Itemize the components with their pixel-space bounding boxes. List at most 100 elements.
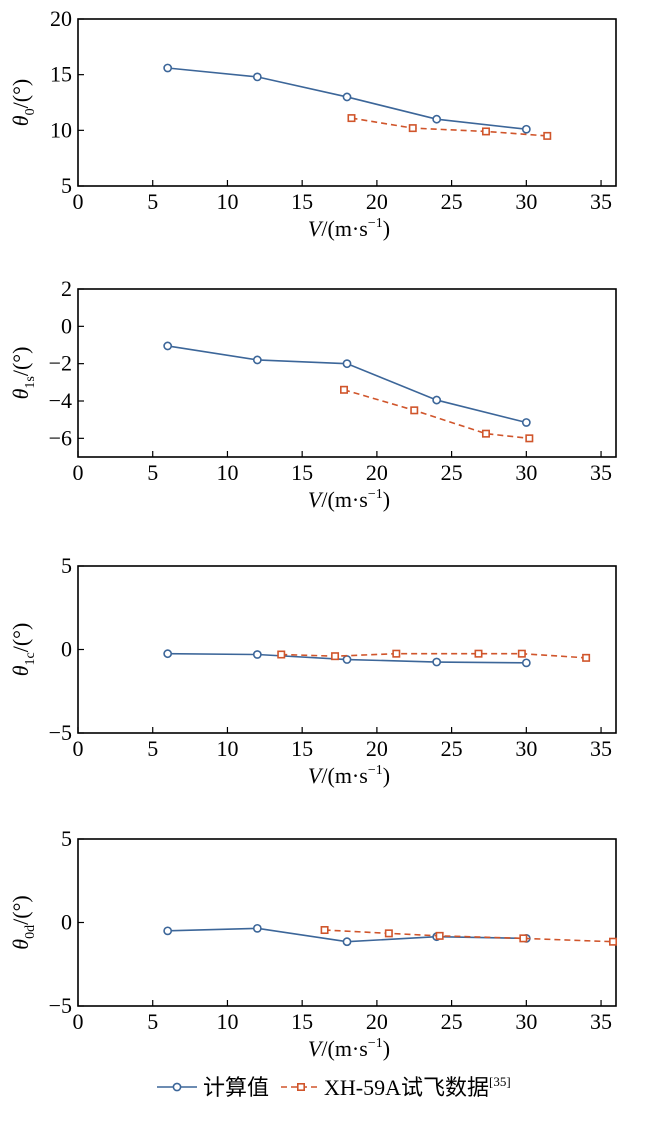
legend-calc-label: 计算值: [203, 1075, 269, 1100]
data-point-flight: [277, 650, 286, 659]
x-tick-label: 10: [216, 189, 238, 214]
x-tick-label: 20: [366, 736, 388, 761]
x-tick-label: 10: [216, 1009, 238, 1034]
data-point-calc: [432, 114, 442, 124]
legend-calc-marker: [172, 1082, 182, 1092]
data-point-calc: [342, 359, 352, 369]
x-axis-label: V/(m·s−1): [308, 1036, 390, 1061]
data-point-calc: [521, 124, 531, 134]
y-tick-label: 0: [61, 910, 72, 935]
series-line-calc: [167, 345, 527, 424]
series-calc: [163, 923, 531, 947]
legend: 计算值 XH-59A试飞数据[35]: [157, 1074, 511, 1100]
y-tick-label: 0: [61, 637, 72, 662]
data-point-calc: [342, 92, 352, 102]
x-tick-label: 0: [73, 1009, 84, 1034]
y-axis-label: θ1s/(°): [8, 347, 38, 400]
x-tick-label: 30: [515, 736, 537, 761]
y-tick-label: −2: [49, 351, 72, 376]
data-point-flight: [543, 131, 552, 140]
data-point-calc: [432, 395, 442, 405]
data-point-flight: [582, 653, 591, 662]
series-calc: [163, 341, 531, 427]
series-calc: [163, 63, 531, 134]
y-axis-label: θ0/(°): [8, 79, 38, 126]
x-tick-label: 25: [441, 460, 463, 485]
series-calc: [163, 649, 531, 668]
y-tick-label: 0: [61, 313, 72, 338]
x-tick-label: 10: [216, 460, 238, 485]
y-tick-label: −6: [49, 425, 72, 450]
x-tick-label: 35: [590, 460, 612, 485]
x-tick-label: 25: [441, 736, 463, 761]
x-tick-label: 30: [515, 189, 537, 214]
data-point-calc: [252, 923, 262, 933]
data-point-calc: [252, 355, 262, 365]
y-tick-label: 5: [61, 173, 72, 198]
data-point-flight: [609, 937, 618, 946]
x-tick-label: 35: [590, 189, 612, 214]
x-tick-label: 30: [515, 1009, 537, 1034]
y-tick-label: −5: [49, 993, 72, 1018]
x-tick-label: 0: [73, 460, 84, 485]
y-tick-label: 10: [50, 117, 72, 142]
x-tick-label: 35: [590, 1009, 612, 1034]
legend-flight-label: XH-59A试飞数据[35]: [324, 1074, 511, 1100]
y-tick-label: 2: [61, 276, 72, 301]
y-tick-label: 15: [50, 62, 72, 87]
y-tick-label: 20: [50, 6, 72, 31]
x-axis-label: V/(m·s−1): [308, 216, 390, 241]
data-point-calc: [163, 63, 173, 73]
x-tick-label: 15: [291, 736, 313, 761]
x-tick-label: 35: [590, 736, 612, 761]
data-point-flight: [525, 434, 534, 443]
y-tick-label: −5: [49, 720, 72, 745]
data-point-flight: [384, 929, 393, 938]
x-tick-label: 10: [216, 736, 238, 761]
x-tick-label: 15: [291, 460, 313, 485]
series-flight: [340, 385, 534, 443]
plot-frame: [77, 18, 617, 187]
data-point-calc: [432, 657, 442, 667]
data-point-flight: [340, 385, 349, 394]
x-tick-label: 5: [147, 736, 158, 761]
x-tick-label: 25: [441, 1009, 463, 1034]
x-tick-label: 0: [73, 189, 84, 214]
x-tick-label: 20: [366, 1009, 388, 1034]
plot-frame: [77, 838, 617, 1007]
series-line-flight: [281, 652, 587, 659]
data-point-calc: [342, 937, 352, 947]
data-point-flight: [408, 124, 417, 133]
x-tick-label: 15: [291, 1009, 313, 1034]
data-point-flight: [347, 114, 356, 123]
data-point-flight: [519, 934, 528, 943]
plot-frame: [77, 288, 617, 458]
legend-flight-marker: [296, 1083, 305, 1092]
data-point-flight: [331, 652, 340, 661]
data-point-calc: [163, 649, 173, 659]
y-tick-label: −4: [49, 388, 72, 413]
x-tick-label: 30: [515, 460, 537, 485]
y-axis-label: θ0d/(°): [8, 895, 38, 949]
x-tick-label: 15: [291, 189, 313, 214]
data-point-flight: [320, 926, 329, 935]
data-point-flight: [410, 406, 419, 415]
series-flight: [277, 649, 591, 662]
x-tick-label: 5: [147, 460, 158, 485]
series-flight: [347, 114, 552, 140]
x-tick-label: 20: [366, 460, 388, 485]
data-point-calc: [163, 341, 173, 351]
data-point-calc: [163, 926, 173, 936]
plot-frame: [77, 565, 617, 734]
data-point-flight: [517, 649, 526, 658]
data-point-calc: [252, 72, 262, 82]
x-tick-label: 20: [366, 189, 388, 214]
data-point-calc: [252, 650, 262, 659]
series-line-flight: [343, 389, 530, 440]
